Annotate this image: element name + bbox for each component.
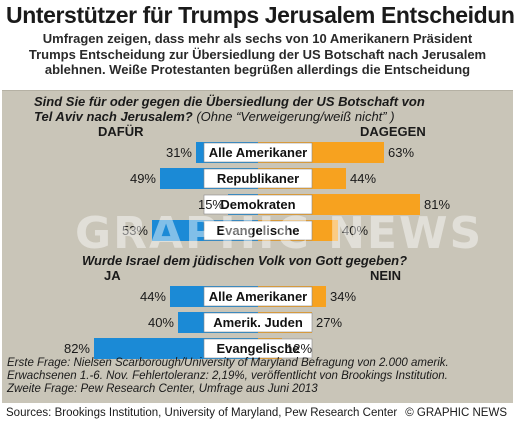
footnotes: Erste Frage: Nielsen Scarborough/Univers… xyxy=(7,357,507,396)
question-1-line-2: Tel Aviv nach Jerusalem? (Ohne “Verweige… xyxy=(34,109,504,124)
category-label: Evangelische xyxy=(216,223,299,238)
question-1-note: (Ohne “Verweigerung/weiß nicht” ) xyxy=(196,109,395,124)
value-label-left: 15% xyxy=(198,197,224,212)
value-label-left: 82% xyxy=(64,341,90,356)
value-label-left: 53% xyxy=(122,223,148,238)
credit-line: © GRAPHIC NEWS xyxy=(405,407,507,419)
sources-line: Sources: Brookings Institution, Universi… xyxy=(6,407,398,419)
header-dafuer: DAFÜR xyxy=(98,124,144,139)
subtitle-line: Umfragen zeigen, dass mehr als sechs von… xyxy=(42,31,473,46)
value-label-right: 12% xyxy=(286,341,312,356)
category-label-box xyxy=(203,168,313,189)
value-label-right: 27% xyxy=(316,315,342,330)
value-label-right: 63% xyxy=(388,145,414,160)
category-label-box xyxy=(203,220,313,241)
chart-title: Unterstützer für Trumps Jerusalem Entsch… xyxy=(6,2,515,28)
category-label: Evangelische xyxy=(216,341,299,356)
question-1-line-1: Sind Sie für oder gegen die Übersiedlung… xyxy=(34,94,425,109)
category-label: Republikaner xyxy=(217,171,299,186)
footnote-line: Erste Frage: Nielsen Scarborough/Univers… xyxy=(7,357,449,369)
value-label-left: 49% xyxy=(130,171,156,186)
category-label-box xyxy=(203,286,313,307)
chart-subtitle: Umfragen zeigen, dass mehr als sechs von… xyxy=(0,31,515,78)
category-label-box xyxy=(203,194,313,215)
value-label-right: 40% xyxy=(342,223,368,238)
header-nein: NEIN xyxy=(370,268,402,283)
category-label: Amerik. Juden xyxy=(213,315,303,330)
value-label-left: 40% xyxy=(148,315,174,330)
value-label-right: 34% xyxy=(330,289,356,304)
value-label-right: 81% xyxy=(424,197,450,212)
question-2: Wurde Israel dem jüdischen Volk von Gott… xyxy=(82,253,408,268)
value-label-right: 44% xyxy=(350,171,376,186)
header-ja: JA xyxy=(104,268,121,283)
header-dagegen: DAGEGEN xyxy=(360,124,426,139)
category-label: Demokraten xyxy=(220,197,295,212)
question-1-text: Tel Aviv nach Jerusalem? xyxy=(34,109,193,124)
category-label: Alle Amerikaner xyxy=(209,289,308,304)
category-label: Alle Amerikaner xyxy=(209,145,308,160)
footnote-line: Zweite Frage: Pew Research Center, Umfra… xyxy=(7,383,318,395)
category-label-box xyxy=(203,338,313,359)
footnote-line: Erwachsenen 1.-6. Nov. Fehlertoleranz: 2… xyxy=(7,370,448,382)
value-label-left: 44% xyxy=(140,289,166,304)
subtitle-line: Trumps Entscheidung zur Übersiedlung der… xyxy=(28,46,487,62)
value-label-left: 31% xyxy=(166,145,192,160)
subtitle-line: ablehnen. Weiße Protestanten begrüßen al… xyxy=(44,62,471,77)
question-1: Sind Sie für oder gegen die Übersiedlung… xyxy=(34,94,504,124)
category-label-box xyxy=(203,142,313,163)
category-label-box xyxy=(203,312,313,333)
